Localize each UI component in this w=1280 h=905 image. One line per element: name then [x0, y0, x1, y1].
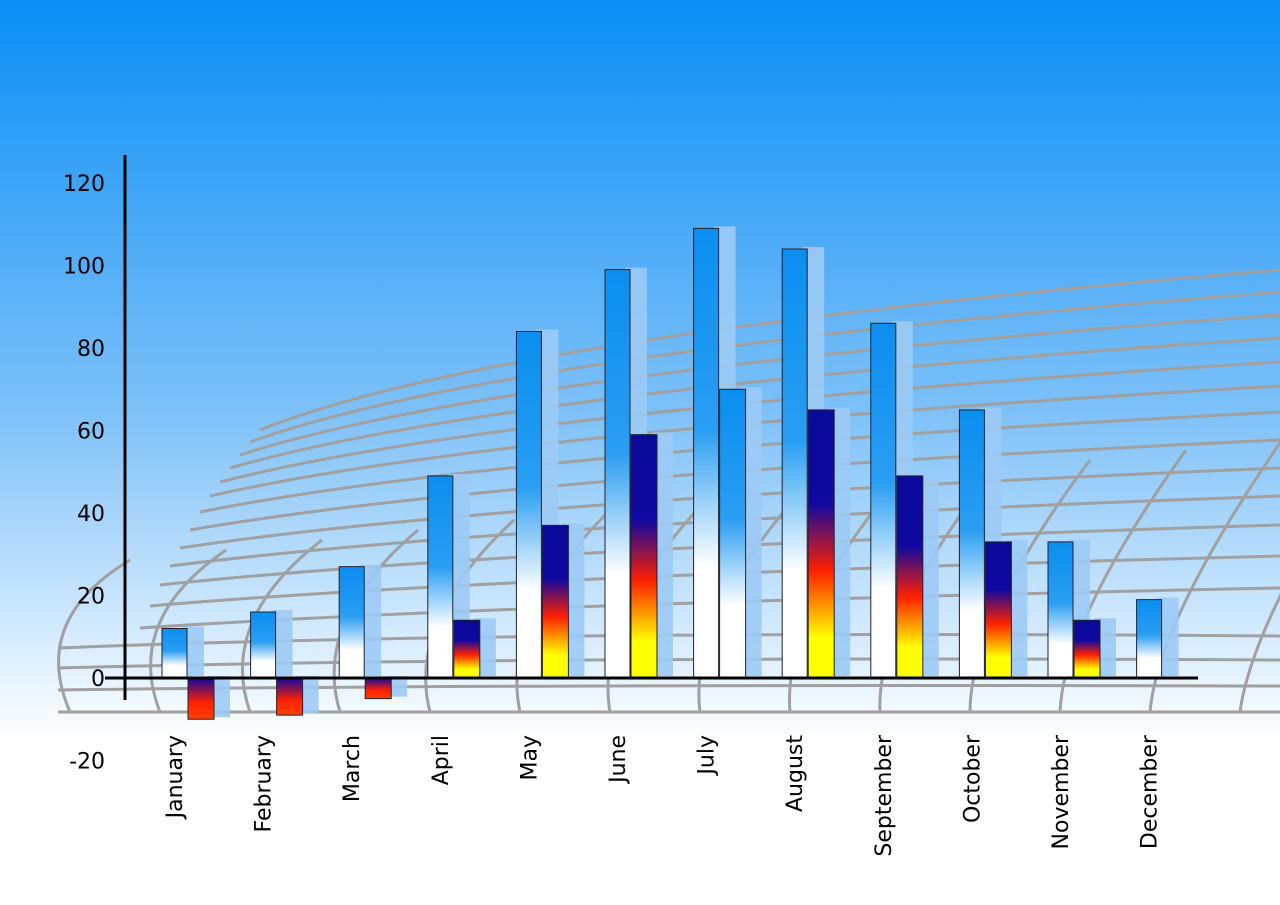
- bar-series-1: [604, 269, 631, 679]
- x-tick-label: August: [783, 735, 808, 812]
- bar-series-1: [250, 611, 277, 679]
- y-tick-label: 80: [77, 337, 105, 362]
- bar-group-april: [427, 473, 496, 679]
- bar-group-october: [958, 407, 1028, 679]
- y-tick-label: -20: [69, 750, 105, 775]
- y-tick-label: 60: [77, 420, 105, 445]
- bar-series-1: [161, 628, 188, 679]
- bar-series-1: [1047, 541, 1074, 679]
- y-tick-label: 40: [77, 502, 105, 527]
- y-tick-label: 100: [63, 255, 105, 280]
- x-tick-label: July: [695, 735, 720, 777]
- x-tick-label: June: [606, 735, 631, 785]
- bar-series-1: [515, 331, 542, 679]
- bar-series-1: [338, 566, 365, 679]
- bar-series-1: [870, 322, 897, 679]
- x-tick-label: January: [163, 735, 188, 820]
- bar-series-2: [187, 677, 215, 720]
- bar-group-november: [1047, 539, 1116, 679]
- bar-group-february: [250, 610, 319, 716]
- bar-series-1: [1136, 599, 1163, 679]
- x-tick-label: November: [1049, 734, 1074, 849]
- bar-group-december: [1136, 597, 1179, 679]
- bar-group-may: [515, 329, 585, 679]
- x-tick-label: October: [960, 734, 985, 823]
- y-tick-label: 120: [63, 172, 105, 197]
- bar-group-june: [604, 267, 673, 679]
- bar-series-2: [453, 619, 481, 679]
- bar-series-1: [958, 409, 985, 679]
- bar-group-august: [781, 247, 851, 679]
- bar-series-1: [427, 475, 454, 679]
- x-tick-label: April: [429, 735, 454, 785]
- bar-series-2: [364, 677, 392, 700]
- bar-group-march: [338, 564, 408, 700]
- x-tick-label: February: [252, 735, 277, 833]
- bar-series-2: [541, 524, 569, 679]
- bar-series-2: [984, 541, 1012, 679]
- x-tick-label: December: [1138, 734, 1163, 849]
- y-tick-label: 20: [77, 585, 105, 610]
- x-tick-label: May: [517, 735, 542, 780]
- y-tick-label: 0: [91, 667, 105, 692]
- bar-series-2: [630, 434, 658, 679]
- bar-series-2: [1073, 619, 1101, 679]
- bar-group-july: [693, 226, 762, 679]
- bar-series-2: [896, 475, 924, 679]
- bar-group-september: [870, 321, 939, 679]
- bar-series-2: [276, 677, 304, 716]
- bar-series-2: [807, 409, 835, 679]
- x-tick-label: March: [340, 735, 365, 802]
- bar-series-1: [781, 248, 808, 679]
- bar-series-2: [719, 388, 747, 679]
- bar-series-1: [693, 227, 720, 679]
- x-tick-label: September: [872, 734, 897, 857]
